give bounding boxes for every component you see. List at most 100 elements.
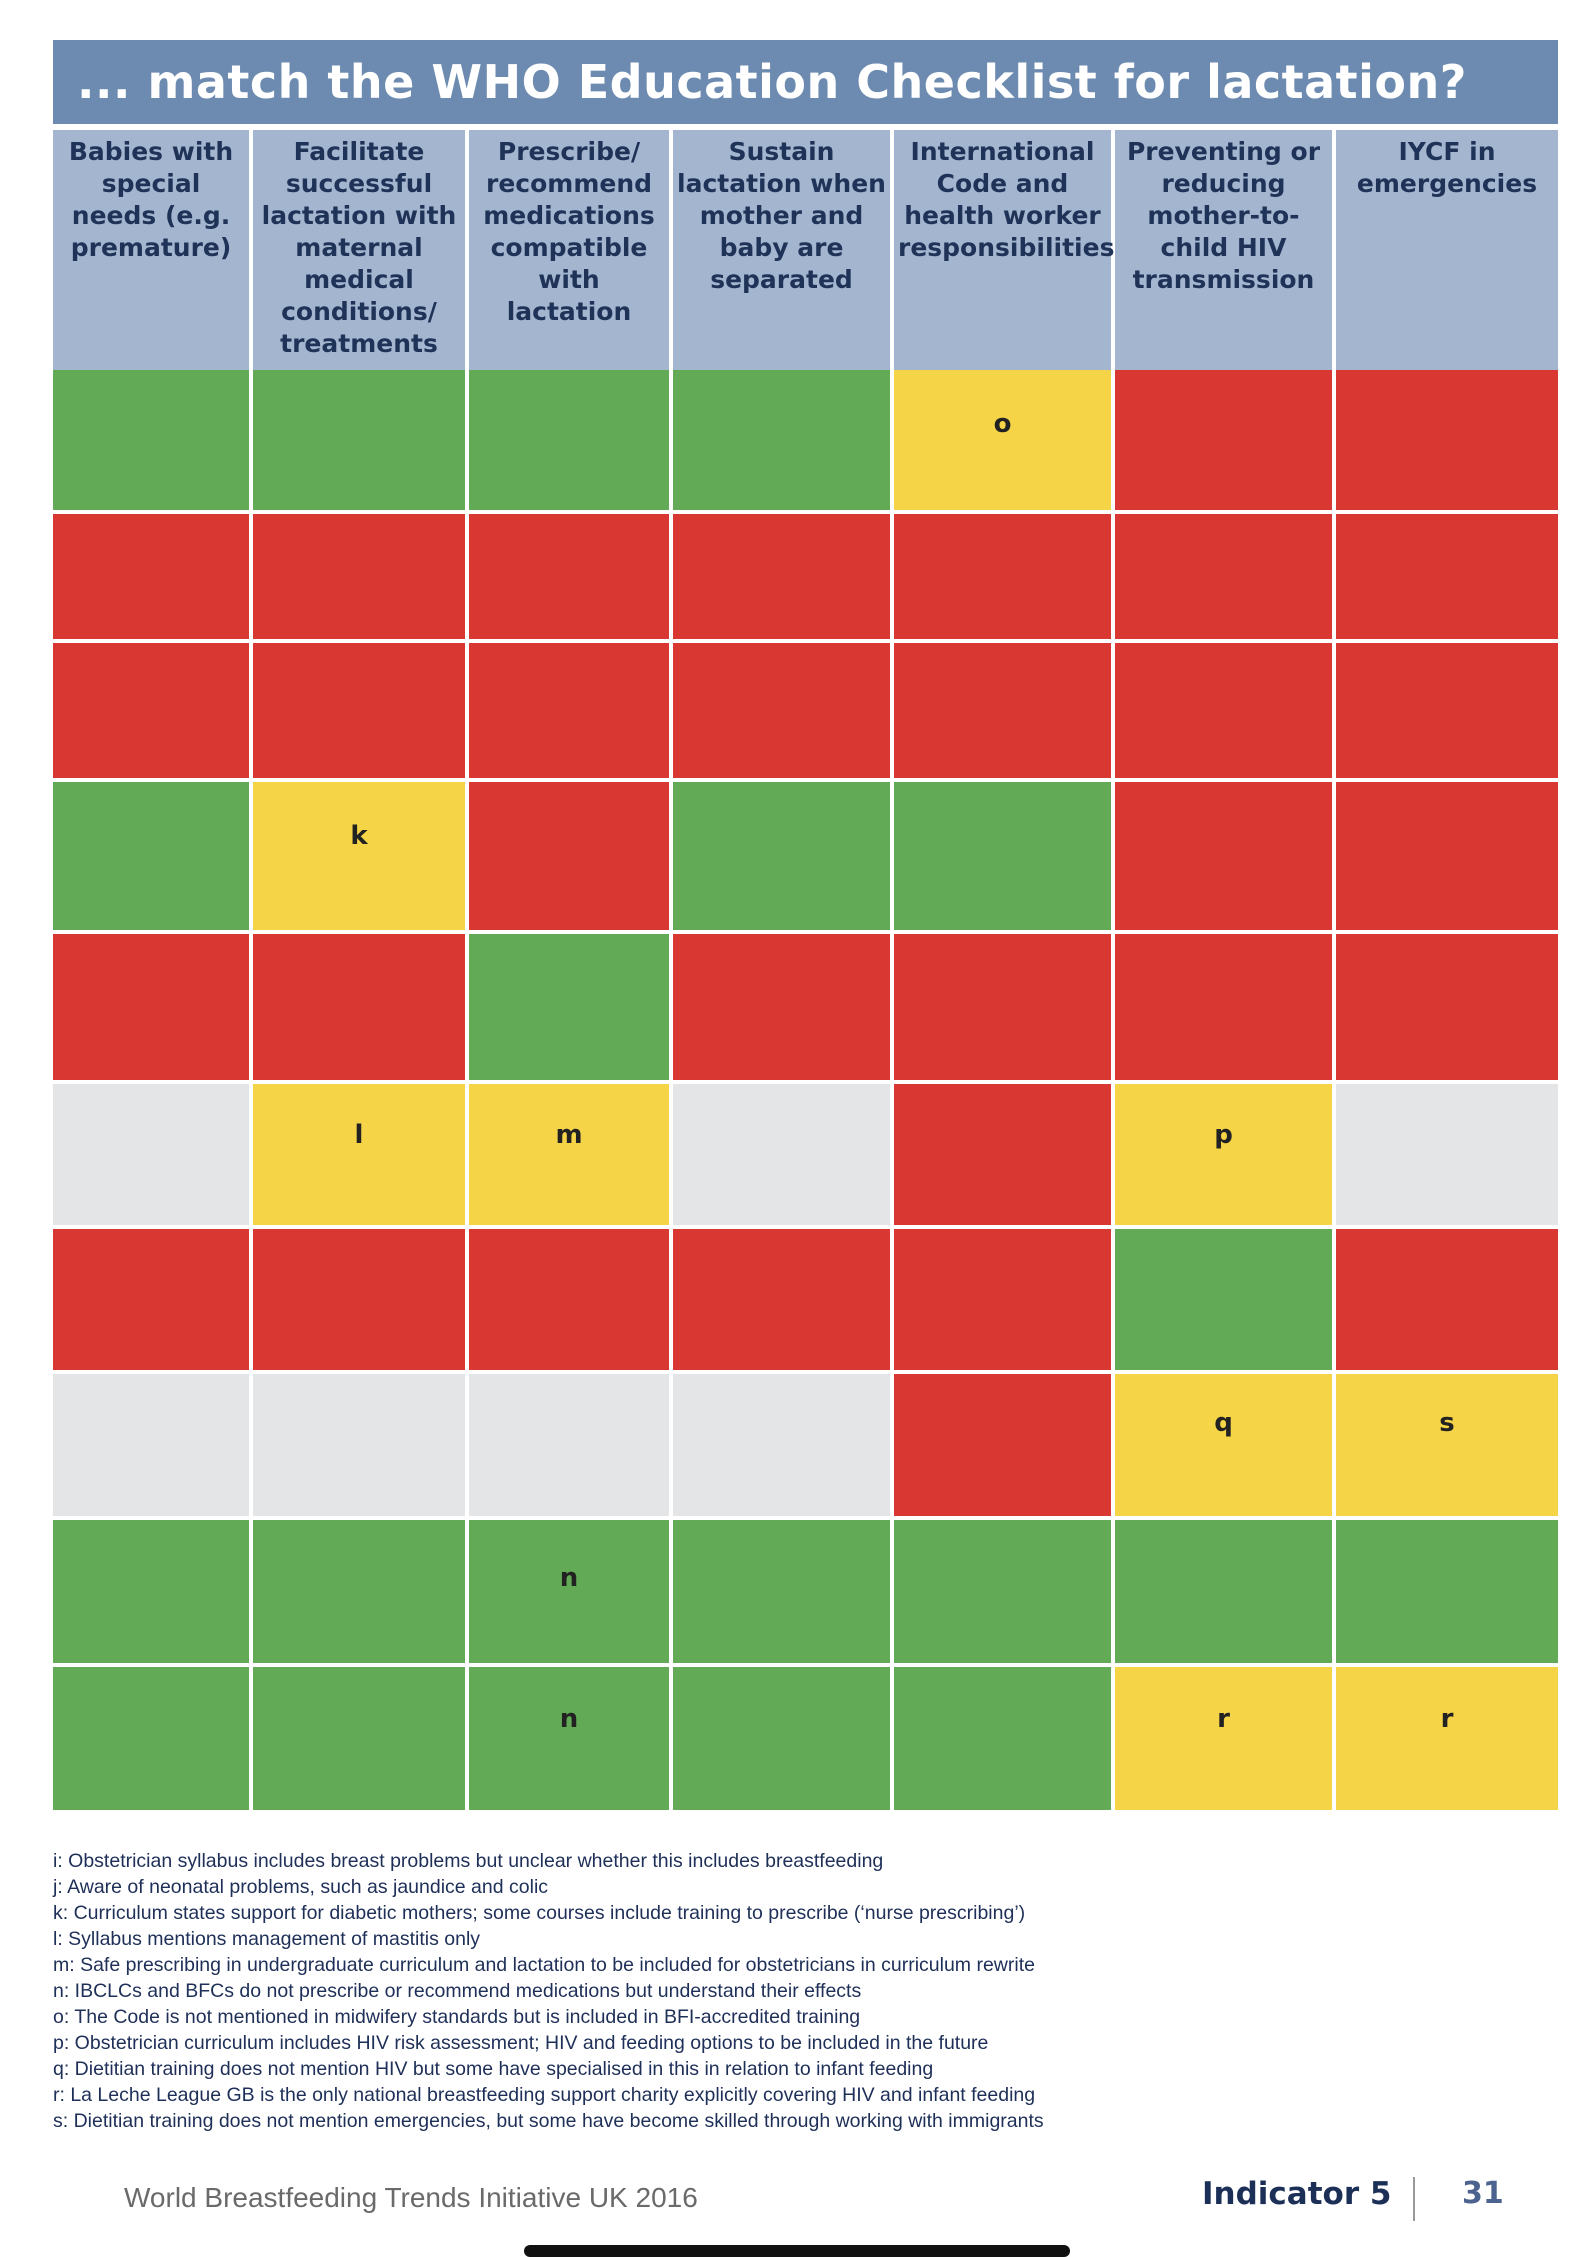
status-cell-green bbox=[469, 370, 669, 510]
status-cell-red bbox=[253, 643, 465, 778]
status-cell-red bbox=[894, 1374, 1111, 1516]
footnote-line: s: Dietitian training does not mention e… bbox=[53, 2110, 1044, 2132]
status-cell-grey bbox=[53, 1374, 249, 1516]
status-cell-red bbox=[673, 1229, 890, 1370]
home-indicator-bar bbox=[524, 2245, 1070, 2257]
status-cell-red bbox=[1115, 643, 1332, 778]
status-cell-green bbox=[673, 1520, 890, 1663]
status-cell-green bbox=[1115, 1229, 1332, 1370]
column-header: IYCF in emergencies bbox=[1336, 130, 1558, 370]
footnote-line: l: Syllabus mentions management of masti… bbox=[53, 1928, 481, 1950]
footnote-line: i: Obstetrician syllabus includes breast… bbox=[53, 1850, 884, 1872]
footnote-line: p: Obstetrician curriculum includes HIV … bbox=[53, 2032, 989, 2054]
status-cell-yellow: r bbox=[1115, 1667, 1332, 1810]
status-cell-red bbox=[1336, 934, 1558, 1080]
status-cell-red bbox=[894, 1229, 1111, 1370]
status-cell-green: n bbox=[469, 1667, 669, 1810]
status-cell-red bbox=[1115, 370, 1332, 510]
status-cell-green bbox=[253, 370, 465, 510]
status-cell-green bbox=[894, 1667, 1111, 1810]
status-cell-green bbox=[253, 1667, 465, 1810]
status-cell-red bbox=[253, 1229, 465, 1370]
column-header: Babies with special needs (e.g. prematur… bbox=[53, 130, 249, 370]
column-header: Facilitate successful lactation with mat… bbox=[253, 130, 465, 370]
status-cell-green bbox=[894, 1520, 1111, 1663]
status-cell-green bbox=[1336, 1520, 1558, 1663]
status-cell-red bbox=[469, 782, 669, 930]
footnote-marker: r bbox=[1440, 1703, 1454, 1734]
status-cell-red bbox=[253, 934, 465, 1080]
footer-publication: World Breastfeeding Trends Initiative UK… bbox=[124, 2182, 698, 2213]
status-cell-red bbox=[673, 514, 890, 639]
status-cell-green bbox=[673, 370, 890, 510]
footnote-marker: k bbox=[350, 821, 368, 851]
status-cell-green bbox=[53, 782, 249, 930]
page-number: 31 bbox=[1462, 2176, 1504, 2211]
status-cell-red bbox=[1115, 934, 1332, 1080]
status-cell-red bbox=[1336, 782, 1558, 930]
status-cell-grey bbox=[53, 1084, 249, 1225]
footnote-marker: n bbox=[559, 1562, 579, 1593]
status-cell-green bbox=[253, 1520, 465, 1663]
footnote-line: m: Safe prescribing in undergraduate cur… bbox=[53, 1954, 1035, 1976]
status-cell-yellow: o bbox=[894, 370, 1111, 510]
status-cell-red bbox=[894, 1084, 1111, 1225]
status-cell-red bbox=[1336, 514, 1558, 639]
status-cell-green bbox=[53, 1667, 249, 1810]
status-cell-red bbox=[469, 643, 669, 778]
status-cell-green bbox=[53, 1520, 249, 1663]
status-cell-red bbox=[469, 1229, 669, 1370]
footnote-line: n: IBCLCs and BFCs do not prescribe or r… bbox=[53, 1980, 862, 2002]
column-header: International Code and health worker res… bbox=[894, 130, 1114, 370]
footnote-marker: l bbox=[354, 1119, 364, 1150]
footnote-marker: r bbox=[1217, 1703, 1230, 1734]
status-cell-grey bbox=[673, 1374, 890, 1516]
status-cell-red bbox=[1115, 514, 1332, 639]
page-title: ... match the WHO Education Checklist fo… bbox=[53, 40, 1558, 124]
status-cell-green bbox=[673, 782, 890, 930]
footnote-marker: p bbox=[1214, 1119, 1233, 1150]
status-cell-yellow: l bbox=[253, 1084, 465, 1225]
status-cell-red bbox=[253, 514, 465, 639]
footnotes: i: Obstetrician syllabus includes breast… bbox=[53, 1848, 1353, 2134]
status-cell-green bbox=[673, 1667, 890, 1810]
status-cell-red bbox=[894, 643, 1111, 778]
footnote-line: k: Curriculum states support for diabeti… bbox=[53, 1902, 1026, 1924]
column-header: Preventing or reducing mother-to-child H… bbox=[1115, 130, 1332, 370]
footnote-marker: q bbox=[1214, 1408, 1233, 1438]
footnote-marker: s bbox=[1439, 1408, 1455, 1438]
footnote-line: o: The Code is not mentioned in midwifer… bbox=[53, 2006, 861, 2028]
status-cell-grey bbox=[673, 1084, 890, 1225]
status-cell-red bbox=[53, 1229, 249, 1370]
status-cell-red bbox=[1336, 370, 1558, 510]
footnote-marker: o bbox=[993, 409, 1012, 439]
footnote-marker: n bbox=[559, 1703, 579, 1734]
status-cell-yellow: s bbox=[1336, 1374, 1558, 1516]
status-cell-red bbox=[673, 934, 890, 1080]
status-cell-red bbox=[1336, 1229, 1558, 1370]
column-header: Sustain lactation when mother and baby a… bbox=[673, 130, 890, 370]
status-cell-red bbox=[1115, 782, 1332, 930]
status-cell-red bbox=[1336, 643, 1558, 778]
status-cell-grey bbox=[469, 1374, 669, 1516]
status-cell-yellow: q bbox=[1115, 1374, 1332, 1516]
status-cell-red bbox=[673, 643, 890, 778]
status-cell-green: n bbox=[469, 1520, 669, 1663]
status-cell-yellow: r bbox=[1336, 1667, 1558, 1810]
footnote-marker: m bbox=[555, 1119, 583, 1150]
status-cell-green bbox=[1115, 1520, 1332, 1663]
status-cell-red bbox=[894, 934, 1111, 1080]
footnote-line: j: Aware of neonatal problems, such as j… bbox=[53, 1876, 549, 1898]
status-cell-yellow: m bbox=[469, 1084, 669, 1225]
footnote-line: r: La Leche League GB is the only nation… bbox=[53, 2084, 1036, 2106]
status-cell-red bbox=[469, 514, 669, 639]
footer-indicator: Indicator 5 bbox=[1202, 2176, 1392, 2212]
status-cell-green bbox=[53, 370, 249, 510]
status-cell-grey bbox=[1336, 1084, 1558, 1225]
status-cell-yellow: p bbox=[1115, 1084, 1332, 1225]
status-cell-grey bbox=[253, 1374, 465, 1516]
status-cell-yellow: k bbox=[253, 782, 465, 930]
status-cell-red bbox=[53, 643, 249, 778]
status-cell-red bbox=[53, 934, 249, 1080]
status-cell-green bbox=[469, 934, 669, 1080]
